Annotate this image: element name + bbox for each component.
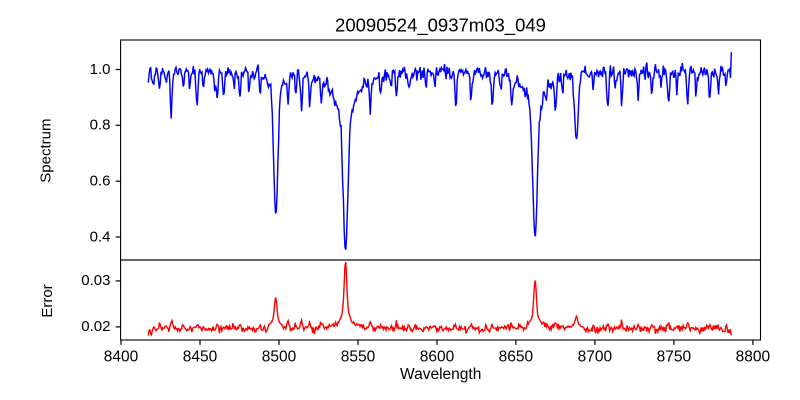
svg-text:0.03: 0.03 [81, 272, 110, 289]
svg-text:0.4: 0.4 [90, 228, 111, 245]
svg-text:Error: Error [39, 284, 56, 317]
svg-text:8500: 8500 [262, 348, 297, 365]
svg-text:8750: 8750 [657, 348, 692, 365]
svg-text:8650: 8650 [499, 348, 534, 365]
svg-text:20090524_0937m03_049: 20090524_0937m03_049 [335, 14, 546, 36]
svg-text:8600: 8600 [420, 348, 455, 365]
svg-text:8400: 8400 [104, 348, 139, 365]
svg-text:8800: 8800 [736, 348, 771, 365]
svg-text:8700: 8700 [578, 348, 613, 365]
svg-text:8450: 8450 [183, 348, 218, 365]
svg-text:0.8: 0.8 [90, 117, 111, 134]
svg-text:1.0: 1.0 [90, 61, 111, 78]
svg-text:0.6: 0.6 [90, 173, 111, 190]
svg-text:0.02: 0.02 [81, 318, 110, 335]
svg-text:Spectrum: Spectrum [37, 118, 54, 182]
svg-text:Wavelength: Wavelength [400, 366, 481, 383]
svg-text:8550: 8550 [341, 348, 376, 365]
